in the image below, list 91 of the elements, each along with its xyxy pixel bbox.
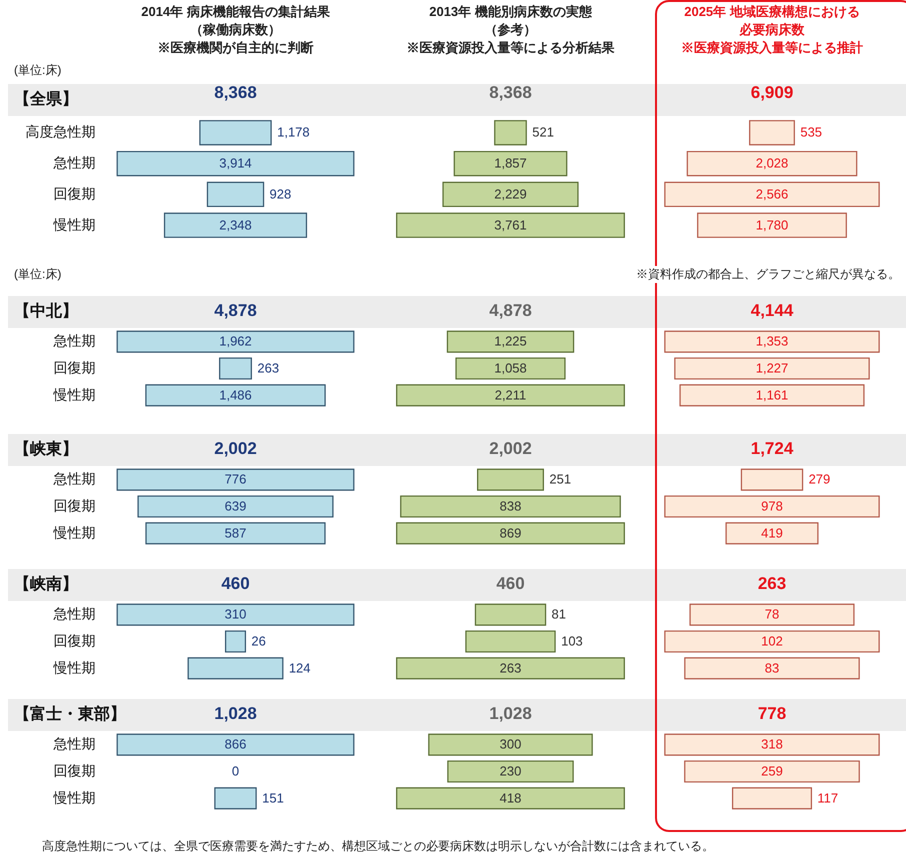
data-label: 587	[224, 525, 246, 540]
category-label: 急性期	[52, 470, 96, 487]
text: 460	[221, 574, 250, 593]
data-label: 1,857	[494, 156, 527, 171]
data-label: 1,178	[277, 124, 310, 140]
data-label: 776	[224, 472, 246, 487]
data-label: 978	[761, 498, 783, 514]
data-label: 639	[224, 498, 246, 514]
data-label: 1,161	[756, 387, 788, 402]
data-label: 1,353	[756, 334, 788, 349]
data-label: 1,780	[756, 217, 788, 232]
data-label: 535	[800, 124, 822, 140]
text: 6,909	[750, 83, 794, 102]
text: 【峡東】	[14, 439, 78, 460]
category-label: 急性期	[52, 606, 96, 622]
text: 778	[758, 704, 786, 723]
text: (単位:床)	[12, 62, 64, 79]
category-label: 急性期	[52, 736, 96, 752]
data-label: 419	[761, 525, 783, 540]
data-label: 263	[257, 360, 280, 376]
category-label: 慢性期	[52, 789, 96, 806]
data-label: 0	[232, 764, 240, 778]
text: 4,144	[750, 301, 794, 320]
text: 1,724	[750, 439, 794, 458]
text: 4,878	[489, 301, 532, 320]
category-label: 回復期	[54, 762, 96, 778]
data-label: 928	[270, 186, 292, 202]
data-label: 151	[262, 790, 284, 806]
data-label: 318	[761, 736, 783, 752]
data-label: 2,028	[756, 156, 788, 171]
text: 2,002	[489, 439, 532, 458]
text: 263	[758, 574, 786, 593]
text: 2013年 機能別病床数の実態（参考）※医療資源投入量等による分析結果	[406, 4, 616, 55]
data-label: 81	[552, 606, 566, 622]
data-label: 78	[764, 606, 780, 622]
data-label: 259	[761, 764, 783, 778]
data-label: 279	[808, 472, 830, 487]
data-label: 521	[532, 124, 554, 140]
data-label: 3,914	[219, 156, 252, 171]
category-label: 回復期	[54, 185, 96, 202]
data-label: 838	[500, 498, 522, 514]
category-label: 回復期	[54, 498, 96, 514]
text: 4,878	[214, 301, 257, 320]
data-label: 300	[500, 736, 522, 752]
category-label: 慢性期	[52, 216, 96, 232]
category-label: 回復期	[54, 632, 96, 648]
category-label: 慢性期	[52, 386, 96, 402]
data-label: 869	[500, 525, 522, 540]
text: 460	[496, 574, 525, 593]
category-label: 慢性期	[52, 659, 96, 676]
data-label: 1,058	[494, 360, 527, 376]
text: 1,028	[214, 704, 257, 723]
data-label: 103	[561, 634, 583, 648]
category-label: 急性期	[52, 154, 96, 171]
text: (単位:床)	[12, 266, 64, 283]
category-label: 慢性期	[52, 524, 96, 540]
category-label: 高度急性期	[26, 124, 96, 140]
data-label: 2,348	[219, 217, 252, 232]
data-label: 124	[288, 660, 311, 676]
text: 【全県】	[14, 89, 78, 110]
category-label: 急性期	[52, 332, 96, 349]
data-label: 1,225	[494, 334, 527, 349]
text: ※資料作成の都合上、グラフごと縮尺が異なる。	[634, 266, 902, 283]
text: 【中北】	[14, 301, 78, 322]
text: 【峡南】	[14, 574, 78, 595]
data-label: 2,211	[494, 387, 526, 402]
data-label: 418	[500, 790, 522, 806]
text: 1,028	[489, 704, 532, 723]
data-label: 1,486	[219, 387, 252, 402]
data-label: 102	[761, 634, 783, 648]
text: 【富士・東部】	[14, 704, 126, 725]
text: 高度急性期については、全県で医療需要を満たすため、構想区域ごとの必要病床数は明示しないが合計数には含まれている。	[40, 838, 716, 855]
data-label: 2,229	[494, 186, 527, 202]
text: 2,002	[214, 439, 257, 458]
data-label: 26	[251, 634, 266, 648]
data-label: 1,962	[219, 334, 252, 349]
data-label: 230	[500, 764, 522, 778]
category-label: 回復期	[54, 360, 96, 376]
text: 8,368	[489, 83, 532, 102]
data-label: 3,761	[494, 217, 527, 232]
data-label: 263	[500, 660, 522, 676]
text: 2025年 地域医療構想における必要病床数※医療資源投入量等による推計	[681, 4, 863, 55]
data-label: 2,566	[756, 186, 788, 202]
data-label: 251	[549, 472, 572, 487]
text: 8,368	[214, 83, 257, 102]
data-label: 866	[224, 736, 246, 752]
data-label: 117	[817, 790, 838, 806]
data-label: 310	[224, 606, 246, 622]
data-label: 83	[764, 660, 780, 676]
data-label: 1,227	[756, 360, 788, 376]
text: 2014年 病床機能報告の集計結果（稼働病床数）※医療機関が自主的に判断	[141, 4, 331, 55]
